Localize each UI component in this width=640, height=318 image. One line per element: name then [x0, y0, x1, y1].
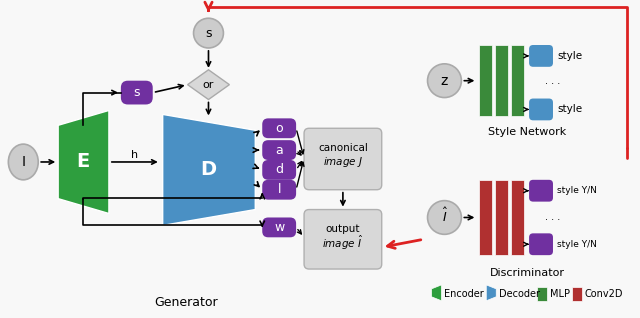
Text: Decoder: Decoder: [499, 289, 540, 299]
FancyBboxPatch shape: [304, 128, 381, 190]
Text: image $\hat{I}$: image $\hat{I}$: [322, 234, 364, 252]
Polygon shape: [163, 114, 255, 225]
FancyBboxPatch shape: [262, 218, 296, 237]
Text: canonical: canonical: [318, 143, 368, 153]
Text: z: z: [441, 74, 448, 88]
Ellipse shape: [8, 144, 38, 180]
Bar: [537, 287, 547, 301]
Text: style: style: [557, 51, 582, 61]
Text: image $J$: image $J$: [323, 155, 363, 169]
Ellipse shape: [193, 18, 223, 48]
Polygon shape: [58, 110, 109, 213]
Text: . . .: . . .: [545, 76, 561, 86]
FancyBboxPatch shape: [262, 118, 296, 138]
Text: MLP: MLP: [550, 289, 570, 299]
Text: s: s: [205, 27, 212, 40]
Text: h: h: [131, 150, 138, 160]
Text: a: a: [275, 144, 283, 156]
FancyBboxPatch shape: [529, 99, 553, 120]
Polygon shape: [188, 70, 229, 100]
FancyBboxPatch shape: [304, 210, 381, 269]
Text: Conv2D: Conv2D: [585, 289, 623, 299]
FancyBboxPatch shape: [529, 45, 553, 67]
FancyBboxPatch shape: [529, 180, 553, 202]
Text: . . .: . . .: [545, 212, 561, 223]
Text: style: style: [557, 104, 582, 114]
Polygon shape: [486, 285, 496, 301]
Text: s: s: [134, 86, 140, 99]
Bar: [495, 45, 508, 116]
Text: style Y/N: style Y/N: [557, 240, 597, 249]
Text: Encoder: Encoder: [444, 289, 484, 299]
Text: or: or: [203, 80, 214, 90]
Polygon shape: [431, 285, 442, 301]
FancyBboxPatch shape: [262, 180, 296, 200]
Bar: [511, 45, 524, 116]
Ellipse shape: [428, 201, 461, 234]
Text: $\hat{I}$: $\hat{I}$: [442, 206, 447, 225]
Text: output: output: [326, 225, 360, 234]
FancyBboxPatch shape: [121, 81, 153, 105]
Text: Generator: Generator: [154, 296, 218, 309]
Bar: [572, 287, 582, 301]
Text: l: l: [277, 183, 281, 196]
Text: Discriminator: Discriminator: [490, 268, 564, 278]
FancyBboxPatch shape: [529, 233, 553, 255]
Text: o: o: [275, 122, 283, 135]
Bar: [479, 45, 492, 116]
Ellipse shape: [428, 64, 461, 98]
Text: w: w: [274, 221, 284, 234]
Text: Style Network: Style Network: [488, 127, 566, 137]
Bar: [511, 180, 524, 255]
Bar: [479, 180, 492, 255]
Text: style Y/N: style Y/N: [557, 186, 597, 195]
Text: E: E: [76, 152, 90, 171]
FancyBboxPatch shape: [262, 140, 296, 160]
Bar: [495, 180, 508, 255]
Text: D: D: [200, 160, 216, 179]
FancyBboxPatch shape: [262, 160, 296, 180]
Text: d: d: [275, 163, 283, 176]
Text: I: I: [21, 155, 26, 169]
